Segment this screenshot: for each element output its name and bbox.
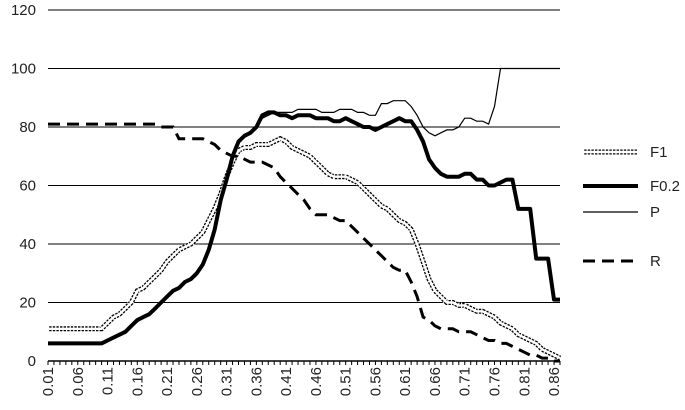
x-tick-label: 0.66 [427,367,444,396]
x-tick-label: 0.76 [487,367,504,396]
series-line-inner [48,137,561,360]
series-line [48,122,560,363]
legend-item: P [583,204,660,221]
series-line-outer [48,135,562,361]
x-tick-label: 0.56 [367,367,384,396]
legend-label: P [650,204,660,221]
y-tick-label: 20 [19,295,36,312]
y-axis: 0 20 40 60 80 100 120 [11,2,36,370]
x-tick-label: 0.21 [159,367,176,396]
series-line-dots [48,135,562,361]
y-tick-label: 40 [19,236,36,253]
legend-item: F1 [583,144,668,161]
legend: F1 F0.2 P R [583,144,680,270]
y-tick-label: 100 [11,61,36,78]
x-tick-label: 0.71 [457,367,474,396]
x-tick-label: 0.01 [40,367,57,396]
series-lines [48,67,562,363]
series-f0-2 [48,110,560,346]
x-tick-label: 0.26 [189,367,206,396]
series-r [48,122,560,363]
legend-item: F0.2 [583,178,680,195]
x-tick-label: 0.81 [516,367,533,396]
y-tick-label: 120 [11,2,36,19]
x-tick-label: 0.11 [100,367,117,395]
series-p [262,67,560,137]
x-tick-label: 0.16 [129,367,146,396]
x-tick-label: 0.41 [278,367,295,396]
x-tick-label: 0.06 [70,367,87,396]
x-tick-label: 0.46 [308,367,325,396]
x-tick-label: 0.31 [219,367,236,396]
x-tick-label: 0.51 [338,367,355,396]
legend-label: F0.2 [650,178,680,195]
series-line [48,110,560,346]
x-tick-label: 0.36 [248,367,265,396]
x-tick-label: 0.61 [397,367,414,396]
legend-label: R [650,253,661,270]
y-tick-label: 0 [28,353,36,370]
y-tick-label: 60 [19,178,36,195]
y-tick-label: 80 [19,119,36,136]
gridlines [48,9,560,303]
series-line [262,67,560,137]
legend-item: R [583,253,661,270]
x-axis: 0.01 0.06 0.11 0.16 0.21 0.26 0.31 0.36 0.41 0.46… [40,360,563,396]
x-tick-label: 0.86 [546,367,563,396]
series-f1 [48,135,562,361]
legend-label: F1 [650,144,668,161]
